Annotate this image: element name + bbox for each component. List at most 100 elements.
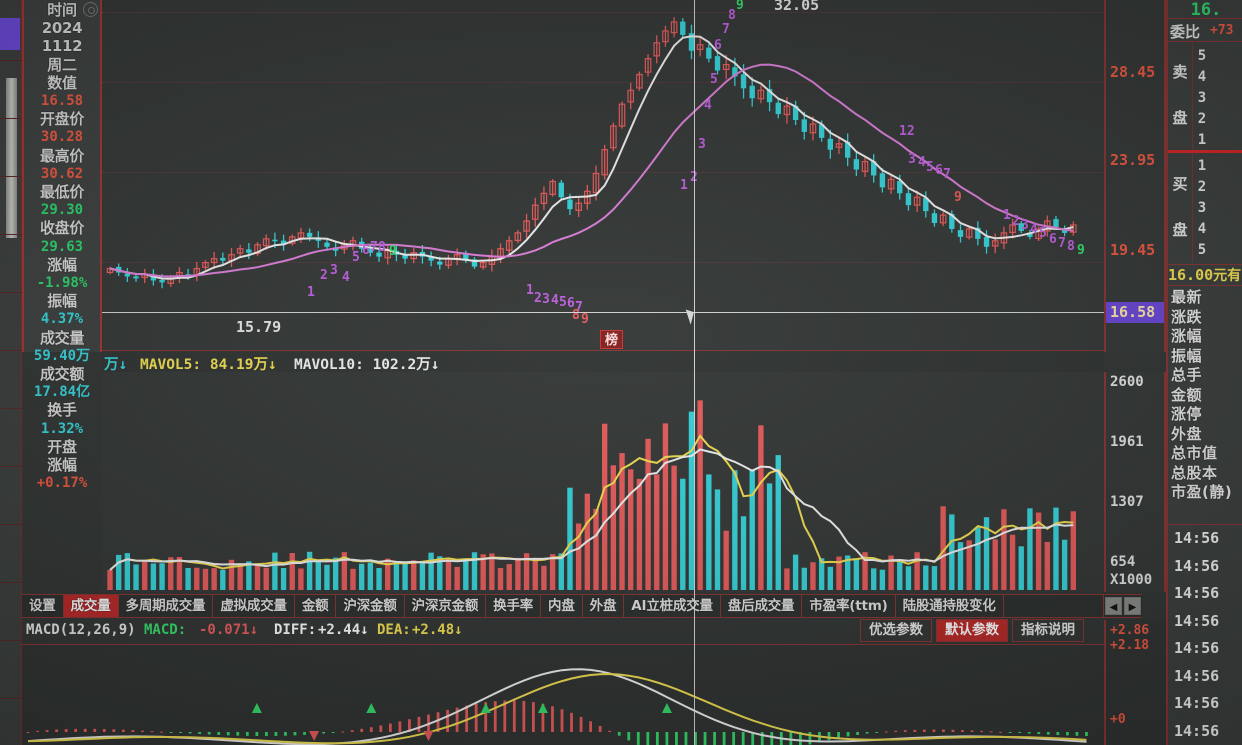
sequence-marker: 4: [918, 155, 926, 170]
gear-icon[interactable]: [83, 2, 98, 17]
weibi-value: +73: [1210, 23, 1234, 38]
tick-time[interactable]: 14:56: [1174, 639, 1220, 657]
tick-time-list[interactable]: 14:56 14:56 14:56 14:56 14:56 14:56 14:56 14:56: [1168, 524, 1242, 745]
buy-level-4[interactable]: 4: [1197, 221, 1207, 237]
toolbar-button-虚拟成交量[interactable]: 虚拟成交量: [213, 595, 295, 617]
sequence-marker: 6: [567, 296, 575, 311]
tick-time[interactable]: 14:56: [1174, 556, 1220, 575]
macd-title: MACD(12,26,9): [26, 622, 136, 638]
toolbar-button-换手率[interactable]: 换手率: [486, 595, 542, 617]
sequence-marker: 5: [1039, 226, 1047, 241]
info-label: 成交额: [39, 365, 85, 384]
param-button-指标说明[interactable]: 指标说明: [1012, 619, 1084, 642]
info-label: 开盘: [47, 437, 77, 456]
dea-value: +2.48↓: [412, 622, 463, 638]
toolbar-button-陆股通持股变化[interactable]: 陆股通持股变化: [896, 595, 1004, 617]
quote-field-总股本: 总股本: [1171, 463, 1218, 482]
sequence-marker: 5: [926, 160, 934, 175]
sequence-marker: 6: [935, 163, 943, 178]
tick-time[interactable]: 14:56: [1174, 666, 1220, 685]
indicator-toolbar[interactable]: 设置 成交量 多周期成交量 虚拟成交量 金额 沪深金额 沪深京金额 换手率 内盘 外盘 AI立桩成交…: [22, 594, 1142, 618]
sequence-marker: 5: [710, 72, 718, 87]
info-value: +0.17%: [36, 475, 88, 492]
info-label: 开盘价: [39, 110, 85, 129]
prev-page-button[interactable]: ◀: [1105, 597, 1122, 615]
price-chart-panel[interactable]: 32.05 15.79 1234567891234567891234567891…: [102, 0, 1104, 352]
macd-param-buttons[interactable]: 优选参数 默认参数 指标说明: [860, 619, 1088, 642]
volume-tick: 654: [1110, 554, 1136, 570]
tick-time[interactable]: 14:56: [1174, 694, 1220, 712]
macd-label: MACD:: [144, 622, 187, 638]
toolbar-button-AI立桩成交量[interactable]: AI立桩成交量: [624, 595, 721, 617]
macd-tick: +0: [1110, 712, 1126, 727]
buy-level-3[interactable]: 3: [1197, 200, 1207, 216]
param-button-默认参数[interactable]: 默认参数: [936, 619, 1008, 642]
tick-time[interactable]: 14:56: [1174, 611, 1220, 630]
toolbar-button-沪深金额[interactable]: 沪深金额: [336, 595, 405, 617]
tick-time[interactable]: 14:56: [1174, 529, 1220, 547]
macd-chart-panel[interactable]: [22, 644, 1104, 745]
info-label: 2024: [41, 19, 83, 38]
toolbar-button-市盈率(ttm)[interactable]: 市盈率(ttm): [802, 595, 896, 617]
sequence-marker: 2: [320, 268, 328, 283]
tick-time[interactable]: 14:56: [1174, 721, 1220, 740]
buy-side-label: 盘: [1172, 221, 1188, 239]
toolbar-button-成交量[interactable]: 成交量: [63, 595, 119, 617]
diff-value: +2.44↓: [318, 622, 369, 638]
quote-field-总市值: 总市值: [1171, 444, 1218, 462]
sell-level-3[interactable]: 3: [1197, 90, 1207, 106]
sequence-marker: 3: [1021, 218, 1029, 233]
scrollbar-thumb[interactable]: [6, 78, 17, 238]
info-label: 换手: [47, 401, 77, 420]
volume-unit-label: 万↓: [104, 357, 128, 373]
sell-side-label: 卖: [1172, 63, 1188, 81]
sequence-marker: 6: [362, 243, 370, 258]
latest-price-top: 16.: [1190, 0, 1222, 18]
sell-level-5[interactable]: 5: [1197, 48, 1207, 64]
sequence-marker: 9: [581, 312, 589, 327]
crosshair-vertical: [694, 0, 695, 745]
order-book-divider: [1168, 150, 1242, 153]
info-label: 数值: [47, 73, 77, 92]
sell-level-4[interactable]: 4: [1197, 69, 1207, 85]
quote-field-总手: 总手: [1171, 366, 1203, 384]
crosshair-horizontal: [102, 312, 1104, 313]
weibi-label: 委比: [1170, 23, 1201, 41]
sell-level-1[interactable]: 1: [1197, 132, 1207, 148]
toolbar-button-盘后成交量[interactable]: 盘后成交量: [721, 595, 803, 617]
toolbar-button-内盘[interactable]: 内盘: [541, 595, 583, 617]
toolbar-button-设置[interactable]: 设置: [22, 595, 64, 617]
price-tick: 19.45: [1110, 241, 1156, 259]
param-button-优选参数[interactable]: 优选参数: [860, 619, 932, 642]
info-value: -1.98%: [36, 275, 88, 292]
toolbar-button-多周期成交量[interactable]: 多周期成交量: [119, 595, 214, 617]
quote-field-外盘: 外盘: [1171, 424, 1203, 443]
quote-info-column: 时间 2024 1112 周二 数值 16.58 开盘价 30.28 最高价 30.62 最低价 29…: [22, 0, 102, 491]
price-axis: 28.45 23.95 19.45 16.58: [1104, 0, 1166, 352]
toolbar-button-金额[interactable]: 金额: [295, 595, 337, 617]
next-page-button[interactable]: ▶: [1124, 597, 1141, 615]
sequence-marker: 8: [728, 8, 736, 23]
volume-chart-panel[interactable]: [102, 372, 1104, 592]
macd-tick: +2.86: [1110, 623, 1150, 638]
bang-badge[interactable]: 榜: [600, 330, 623, 349]
buy-level-5[interactable]: 5: [1197, 242, 1207, 258]
left-scroll-strip[interactable]: [0, 0, 22, 745]
toolbar-button-沪深京金额[interactable]: 沪深京金额: [405, 595, 487, 617]
info-label: 涨幅: [47, 255, 77, 274]
buy-level-1[interactable]: 1: [1197, 158, 1207, 174]
info-value: 4.37%: [40, 311, 84, 328]
sequence-marker: 7: [370, 240, 378, 255]
sell-level-2[interactable]: 2: [1197, 111, 1207, 127]
sequence-marker: 1: [680, 178, 688, 193]
sequence-marker: 4: [342, 270, 350, 285]
sequence-marker: 7: [722, 22, 730, 37]
toolbar-button-外盘[interactable]: 外盘: [583, 595, 625, 617]
quote-field-涨跌: 涨跌: [1171, 307, 1203, 326]
buy-level-2[interactable]: 2: [1197, 179, 1207, 195]
tick-time[interactable]: 14:56: [1174, 584, 1220, 602]
info-label: 收盘价: [39, 219, 85, 238]
